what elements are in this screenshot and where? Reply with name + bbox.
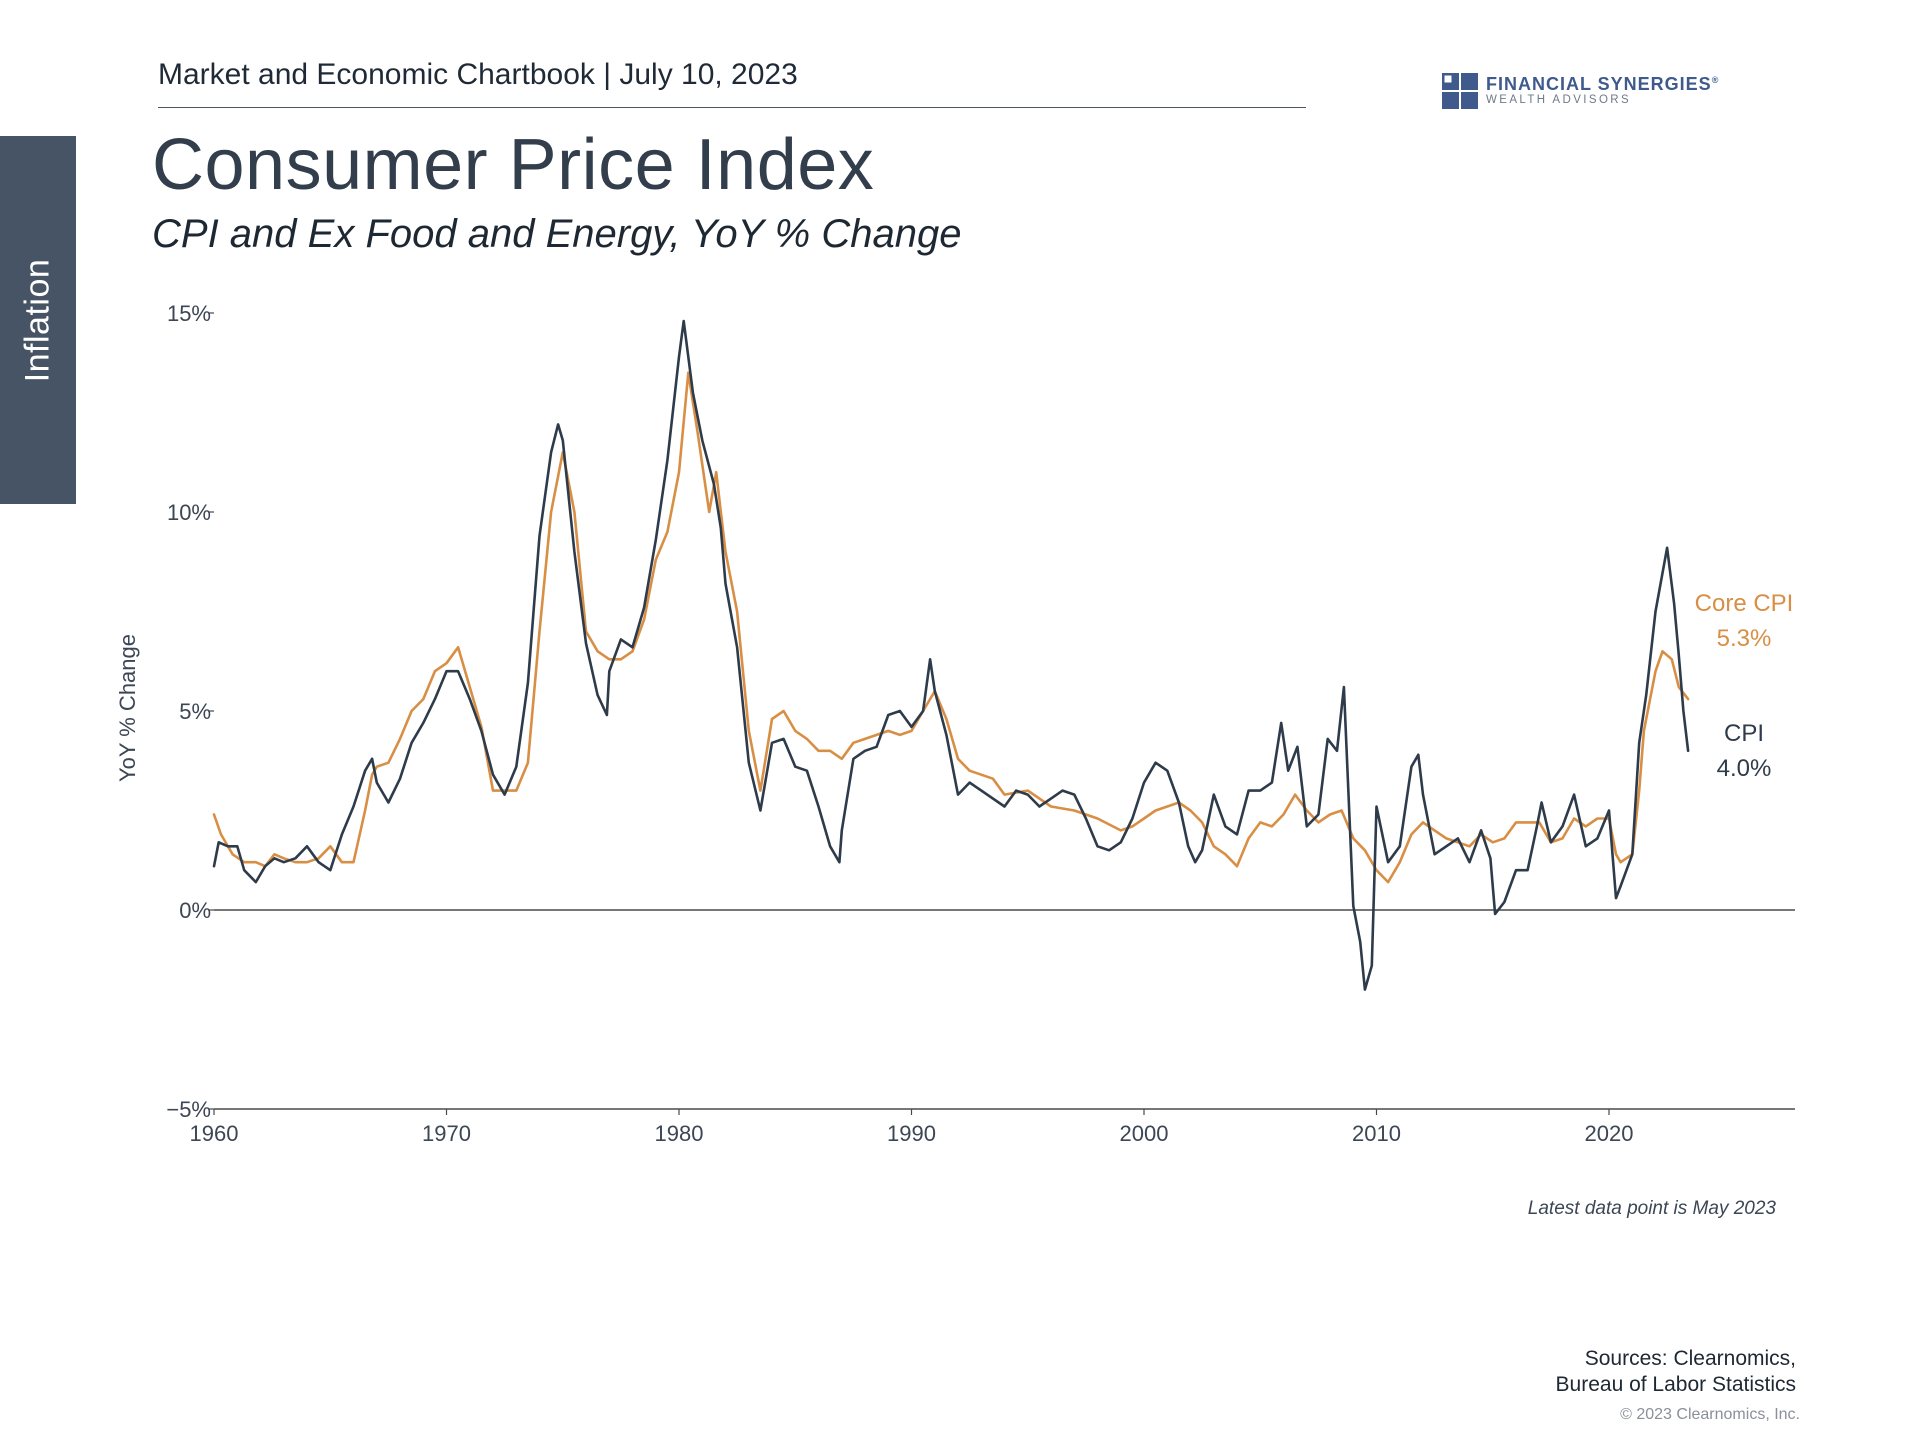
core-cpi-end-value: 5.3% <box>1717 625 1772 652</box>
y-tick-label: 5% <box>179 699 211 724</box>
x-tick-label: 2020 <box>1585 1121 1634 1146</box>
cpi-series-line <box>212 319 1690 991</box>
x-tick-label: 2000 <box>1120 1121 1169 1146</box>
chart-subtitle: CPI and Ex Food and Energy, YoY % Change <box>152 212 962 256</box>
core-cpi-end-label: Core CPI <box>1695 590 1794 617</box>
logo-name: FINANCIAL SYNERGIES <box>1486 74 1712 95</box>
section-tab-inflation: Inflation <box>0 136 76 504</box>
y-tick-label: 15% <box>167 301 211 326</box>
logo-subtitle: WEALTH ADVISORS <box>1486 94 1632 107</box>
sources: Sources: Clearnomics, Bureau of Labor St… <box>1556 1346 1796 1398</box>
cpi-end-value: 4.0% <box>1717 755 1772 782</box>
core-cpi-series-line <box>212 371 1690 884</box>
sources-line-2: Bureau of Labor Statistics <box>1555 1373 1796 1396</box>
brand-logo: FINANCIAL SYNERGIES® WEALTH ADVISORS <box>1442 73 1719 109</box>
copyright: © 2023 Clearnomics, Inc. <box>1620 1406 1800 1423</box>
y-tick-label: −5% <box>166 1097 211 1122</box>
chartbook-header: Market and Economic Chartbook | July 10,… <box>158 58 798 91</box>
header-divider <box>158 107 1306 108</box>
x-tick-label: 1990 <box>887 1121 936 1146</box>
logo-registered: ® <box>1711 75 1720 86</box>
chart-title: Consumer Price Index <box>152 125 875 205</box>
cpi-end-label: CPI <box>1724 720 1764 747</box>
y-tick-label: 10% <box>167 500 211 525</box>
logo-flag-icon <box>1442 73 1478 109</box>
x-tick-label: 1970 <box>422 1121 471 1146</box>
sources-line-1: Sources: Clearnomics, <box>1584 1347 1796 1370</box>
x-tick-label: 1980 <box>655 1121 704 1146</box>
y-tick-label: 0% <box>179 898 211 923</box>
x-tick-label: 1960 <box>190 1121 239 1146</box>
x-tick-label: 2010 <box>1352 1121 1401 1146</box>
latest-data-note: Latest data point is May 2023 <box>1527 1198 1776 1219</box>
